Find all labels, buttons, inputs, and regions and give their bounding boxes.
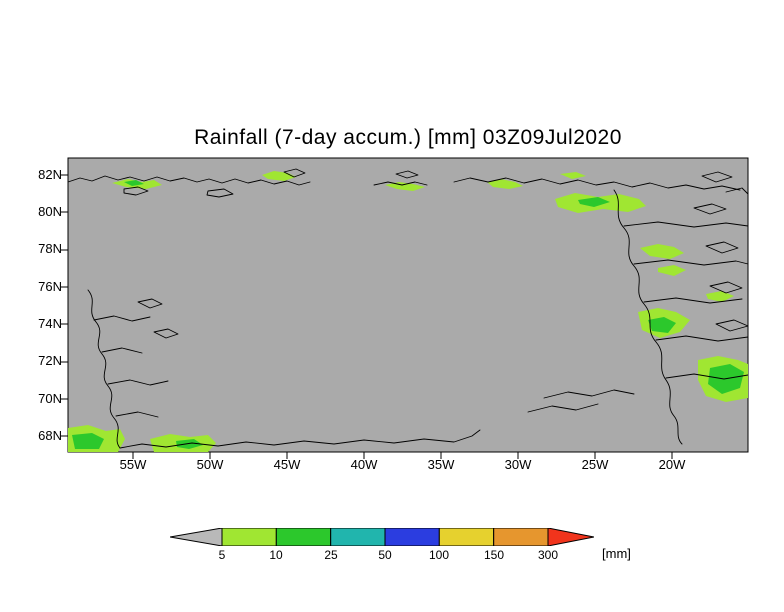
x-axis-label: 35W [427,457,455,472]
colorbar-segment [221,528,277,546]
coastline-path [693,203,727,215]
coastline-path [119,429,481,449]
y-axis-label: 72N [38,353,62,368]
rainfall-patch [706,291,734,302]
colorbar-above-max-arrow [547,528,594,546]
x-axis-label: 40W [350,457,378,472]
x-axis-label: 30W [504,457,532,472]
colorbar [170,528,594,546]
map-background [67,157,749,453]
coastline-path [107,379,169,386]
colorbar-segment [384,528,440,546]
colorbar-segment [330,528,386,546]
coastline-path [115,411,159,418]
coastline-path [655,335,749,342]
colorbar-segment [438,528,495,546]
rainfall-patch [487,179,523,189]
x-axis-label: 50W [196,457,224,472]
rainfall-patch [648,317,676,333]
colorbar-label: 150 [483,548,505,562]
coastline-path [527,403,599,413]
rainfall-patch [124,180,144,186]
coastline-path [67,175,311,186]
coastline-path [153,328,179,339]
y-axis-label: 76N [38,279,62,294]
rainfall-patch [640,244,684,259]
y-axis-label: 82N [38,167,62,182]
y-axis-ticks [61,174,68,437]
rainfall-patch [658,265,686,276]
x-axis-label: 25W [581,457,609,472]
coastline-path [87,289,121,449]
map-plot [61,157,749,459]
colorbar-segment [493,528,549,546]
coastline-path [123,186,149,196]
rainfall-patch [385,182,425,191]
coastline-path [206,188,234,198]
rainfall-patch [176,439,203,449]
y-axis-label: 80N [38,204,62,219]
colorbar-unit-label: [mm] [602,546,631,561]
page-title: Rainfall (7-day accum.) [mm] 03Z09Jul202… [194,126,622,149]
colorbar-label: 300 [537,548,559,562]
y-axis-label: 68N [38,428,62,443]
coastline-path [93,315,151,322]
rainfall-patch [72,433,104,449]
colorbar-label: 50 [378,548,392,562]
coastline-path [705,241,739,254]
coastline-path [137,298,163,309]
coastline-path [709,281,743,294]
coastline-path [101,347,143,354]
coastline-path [395,170,419,179]
coastline-path [715,319,749,332]
coastline-path [543,389,635,399]
x-axis-label: 45W [273,457,301,472]
coastlines [67,168,749,449]
coastline-path [283,168,306,178]
colorbar-below-min-arrow [170,528,223,546]
y-axis-label: 70N [38,391,62,406]
coastline-path [613,189,683,445]
y-axis-label: 74N [38,316,62,331]
coastline-path [633,259,749,266]
x-axis-label: 20W [658,457,686,472]
colorbar-label: 5 [218,548,226,562]
rainfall-patch [578,197,610,207]
rainfall-patch [560,172,586,179]
coastline-path [665,373,749,380]
coastline-path [373,181,428,186]
coastline-path [623,221,749,228]
colorbar-label: 10 [269,548,283,562]
coastline-path [643,297,743,304]
coastline-path [453,177,741,191]
colorbar-label: 100 [428,548,450,562]
x-axis-ticks [132,452,673,459]
colorbar-label: 25 [324,548,338,562]
y-axis-label: 78N [38,241,62,256]
coastline-path [701,171,733,183]
colorbar-segment [275,528,332,546]
x-axis-label: 55W [119,457,147,472]
coastline-path [725,187,749,195]
